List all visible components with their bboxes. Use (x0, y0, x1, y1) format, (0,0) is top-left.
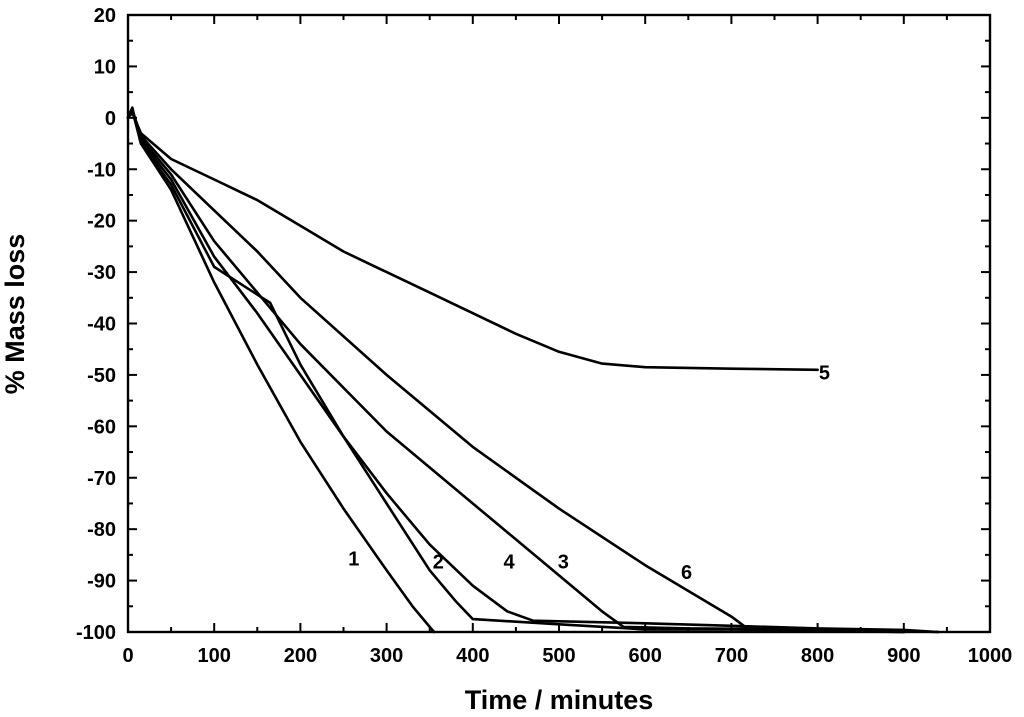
x-tick-label: 900 (887, 645, 920, 667)
series-line-2 (126, 108, 906, 634)
series-label-1: 1 (348, 548, 359, 570)
series-line-6 (126, 108, 906, 634)
y-tick-label: 20 (94, 5, 116, 27)
x-tick-label: 100 (198, 645, 231, 667)
y-tick-label: -80 (87, 519, 116, 541)
y-tick-label: 10 (94, 56, 116, 78)
y-tick-label: -90 (87, 571, 116, 593)
plot-frame (126, 13, 992, 634)
x-axis-title: Time / minutes (465, 685, 654, 715)
y-tick-label: -60 (87, 416, 116, 438)
series-label-2: 2 (433, 552, 444, 574)
y-tick-label: -70 (87, 468, 116, 490)
x-tick-label: 0 (122, 645, 133, 667)
series-line-5 (126, 111, 819, 372)
x-tick-label: 800 (801, 645, 834, 667)
x-tick-label: 700 (715, 645, 748, 667)
y-axis-title: % Mass loss (0, 234, 30, 395)
lines-layer (126, 106, 940, 634)
y-tick-label: -40 (87, 314, 116, 336)
y-tick-label: -30 (87, 262, 116, 284)
x-tick-label: 1000 (968, 645, 1013, 667)
series-label-4: 4 (503, 552, 515, 574)
series-label-5: 5 (819, 362, 830, 384)
x-tick-label: 200 (284, 645, 317, 667)
x-tick-label: 500 (542, 645, 575, 667)
y-tick-label: -100 (76, 622, 116, 644)
y-tick-label: 0 (105, 108, 116, 130)
y-tick-label: -50 (87, 365, 116, 387)
x-tick-label: 600 (629, 645, 662, 667)
y-tick-label: -10 (87, 159, 116, 181)
series-label-6: 6 (681, 562, 692, 584)
series-label-3: 3 (558, 552, 569, 574)
x-tick-label: 400 (456, 645, 489, 667)
ticks-layer: 0 100 200 300 400 500 600 700 800 900 100020100-10… (76, 5, 1012, 667)
x-tick-label: 300 (370, 645, 403, 667)
y-tick-label: -20 (87, 211, 116, 233)
series-labels-layer: 1 2 3 4 5 6 (348, 362, 830, 583)
